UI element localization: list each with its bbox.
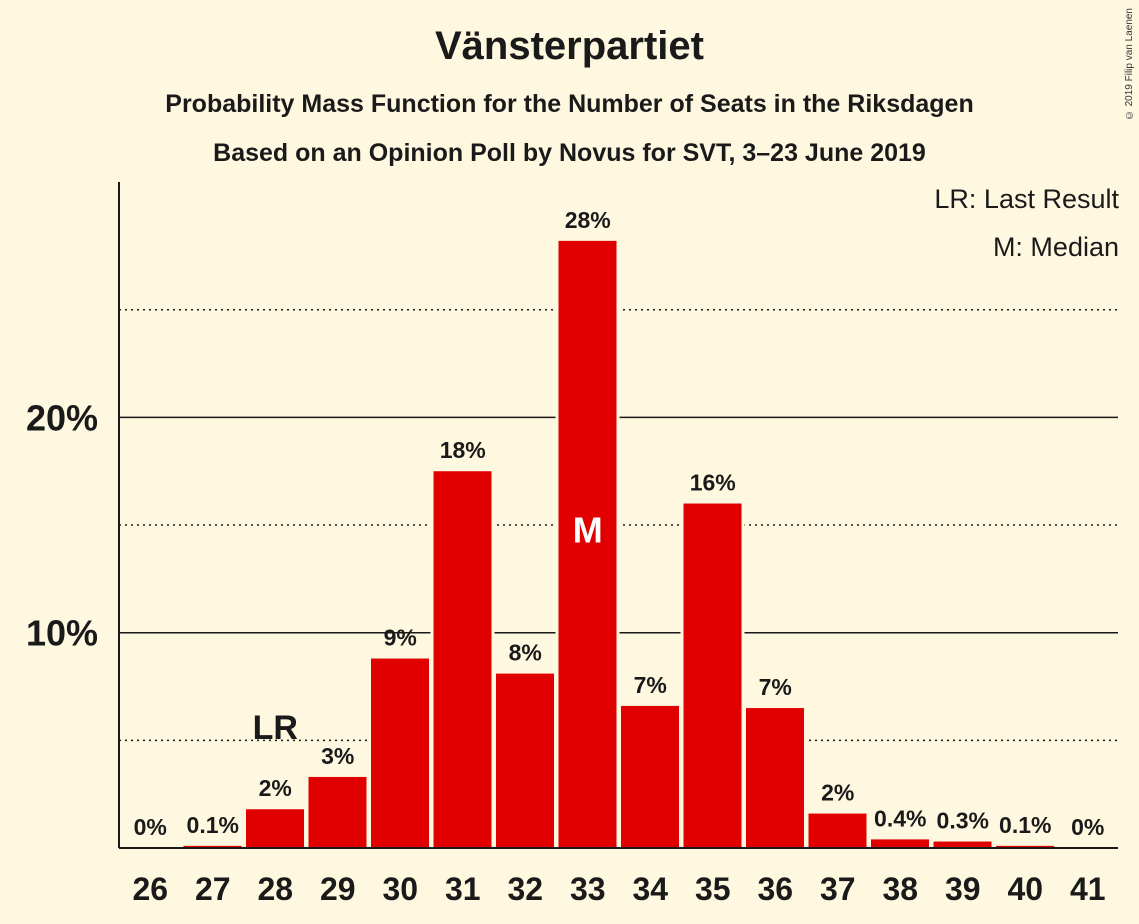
bar-28 [246,809,304,848]
bar-36 [746,708,804,848]
bar-40 [996,845,1054,848]
bar-29 [308,776,367,848]
x-tick-label-30: 30 [382,871,418,907]
x-tick-label-26: 26 [132,871,168,907]
data-label-40: 0.1% [999,812,1051,838]
bar-33 [558,240,617,848]
data-label-37: 2% [821,780,854,806]
bar-gap-40 [993,842,1057,848]
x-tick-label-29: 29 [320,871,356,907]
x-tick-label-41: 41 [1070,871,1106,907]
x-tick-label-37: 37 [820,871,856,907]
bar-35 [683,503,742,848]
bar-27 [183,845,242,848]
legend-median: M: Median [992,232,1119,262]
chart-subtitle-poll: Based on an Opinion Poll by Novus for SV… [213,139,926,167]
median-marker: M [573,509,603,550]
bar-37 [808,813,867,848]
data-label-36: 7% [759,674,792,700]
legend-last-result: LR: Last Result [934,184,1119,214]
bar-30 [371,658,429,848]
data-label-32: 8% [509,640,542,666]
y-tick-label-20: 20% [26,397,98,438]
x-tick-label-27: 27 [195,871,231,907]
last-result-marker: LR [253,709,298,747]
bar-39 [933,841,992,848]
x-tick-label-36: 36 [757,871,793,907]
data-label-35: 16% [690,470,736,496]
chart-subtitle: Probability Mass Function for the Number… [165,90,974,118]
x-tick-label-33: 33 [570,871,606,907]
x-tick-label-39: 39 [945,871,981,907]
data-label-30: 9% [384,625,417,651]
data-label-29: 3% [321,743,354,769]
data-label-38: 0.4% [874,805,926,831]
data-label-28: 2% [259,775,292,801]
data-label-33: 28% [565,207,611,233]
bar-38 [871,839,929,848]
data-label-34: 7% [634,672,667,698]
data-label-39: 0.3% [937,808,989,834]
x-tick-label-38: 38 [882,871,918,907]
bar-32 [496,673,554,848]
bar-34 [621,705,679,848]
data-label-27: 0.1% [187,812,239,838]
y-tick-label-10: 10% [26,613,98,654]
data-label-31: 18% [440,437,486,463]
x-tick-label-35: 35 [695,871,731,907]
x-tick-label-32: 32 [507,871,543,907]
data-label-41: 0% [1071,814,1104,840]
data-label-26: 0% [134,814,167,840]
x-tick-label-31: 31 [445,871,481,907]
x-tick-label-28: 28 [257,871,293,907]
bar-31 [433,471,492,848]
bar-gap-27 [180,842,245,848]
x-tick-label-40: 40 [1007,871,1043,907]
x-tick-label-34: 34 [632,871,668,907]
chart-title: Vänsterpartiet [435,24,704,68]
